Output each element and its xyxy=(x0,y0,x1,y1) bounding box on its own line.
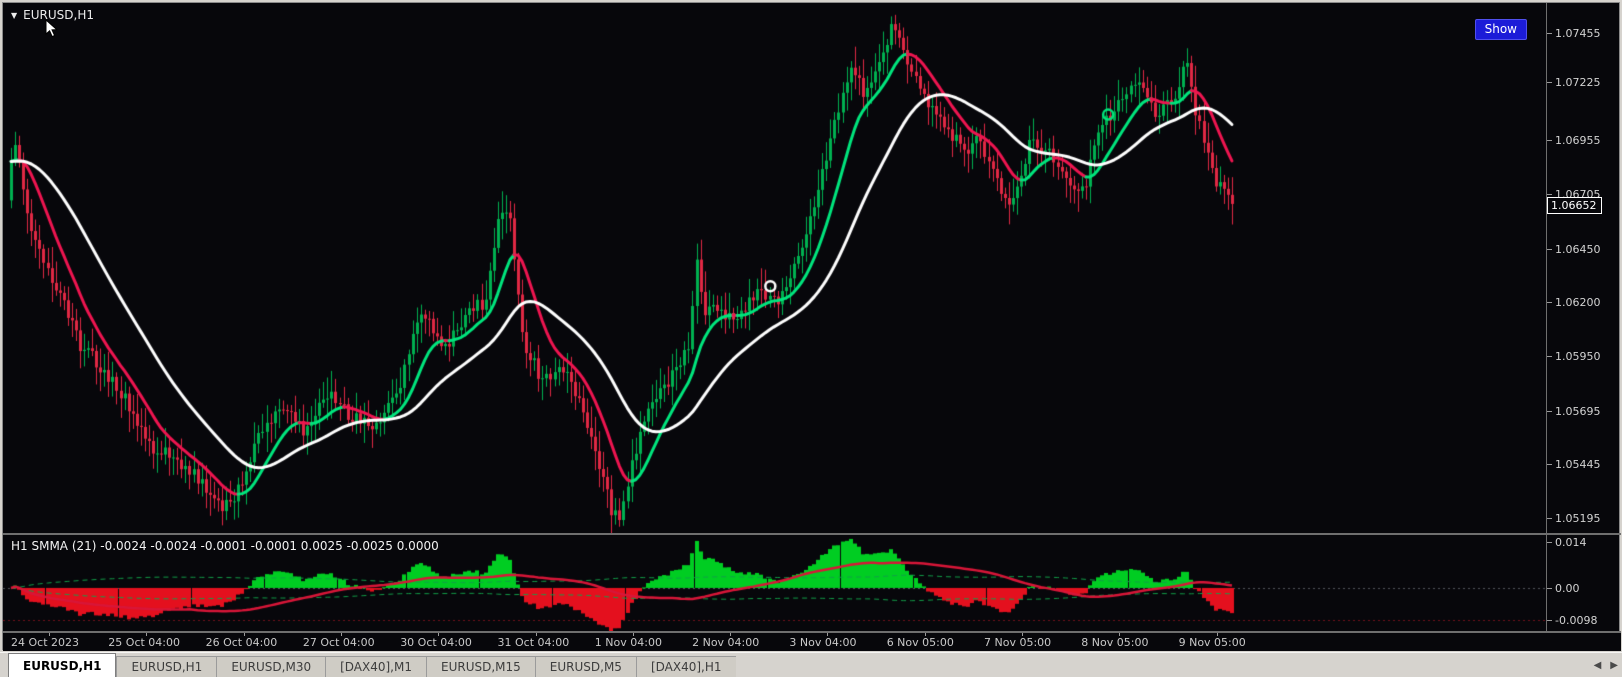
current-price-tag: 1.06652 xyxy=(1547,197,1602,215)
indicator-scale[interactable]: 0.014 0.00 -0.0098 xyxy=(1546,535,1621,631)
indicator-tick: -0.0098 xyxy=(1546,614,1598,628)
price-tick: 1.05695 xyxy=(1547,404,1601,418)
price-tick: 1.06955 xyxy=(1547,134,1601,148)
time-label: 27 Oct 04:00 xyxy=(302,633,375,649)
tab-eurusd-m30[interactable]: EURUSD,M30 xyxy=(216,656,326,677)
time-label: 31 Oct 04:00 xyxy=(497,633,570,649)
time-label: 30 Oct 04:00 xyxy=(400,633,472,649)
time-axis[interactable]: 24 Oct 2023 25 Oct 04:00 26 Oct 04:00 27… xyxy=(3,633,1621,651)
chart-window: ▼ EURUSD,H1 Show 1.07455 1.07225 1.06955… xyxy=(2,2,1621,651)
indicator-label: H1 SMMA (21) -0.0024 -0.0024 -0.0001 -0.… xyxy=(11,539,439,553)
tab-scroll-right-button[interactable]: ▶ xyxy=(1610,660,1618,671)
axis-separator xyxy=(3,631,1621,633)
tab-dax40-m1[interactable]: [DAX40],M1 xyxy=(325,656,426,677)
tab-scroll-left-button[interactable]: ◀ xyxy=(1593,660,1602,671)
price-tick: 1.07455 xyxy=(1547,27,1601,41)
tab-dax40-h1[interactable]: [DAX40],H1 xyxy=(635,656,736,677)
time-label: 7 Nov 05:00 xyxy=(984,633,1052,649)
indicator-canvas[interactable] xyxy=(3,535,1546,631)
price-tick: 1.07225 xyxy=(1547,76,1601,90)
price-tick: 1.05195 xyxy=(1547,512,1601,526)
time-label: 3 Nov 04:00 xyxy=(789,633,857,649)
time-label: 1 Nov 04:00 xyxy=(594,633,662,649)
price-tick: 1.05445 xyxy=(1547,458,1601,472)
tab-eurusd-h1-2[interactable]: EURUSD,H1 xyxy=(116,656,217,677)
time-label: 26 Oct 04:00 xyxy=(205,633,278,649)
symbol-chip: ▼ EURUSD,H1 xyxy=(11,8,94,22)
tab-scroll-buttons: ◀ ▶ xyxy=(1594,660,1618,671)
price-tick: 1.06200 xyxy=(1547,296,1601,310)
indicator-tick: 0.014 xyxy=(1547,535,1587,549)
time-label: 24 Oct 2023 xyxy=(11,633,80,649)
time-label: 2 Nov 04:00 xyxy=(692,633,760,649)
indicator-tick: 0.00 xyxy=(1547,581,1580,595)
tab-eurusd-h1-1[interactable]: EURUSD,H1 xyxy=(8,653,117,677)
chart-tab-bar: EURUSD,H1 EURUSD,H1 EURUSD,M30 [DAX40],M… xyxy=(0,652,1622,677)
show-button[interactable]: Show xyxy=(1474,19,1527,40)
time-label: 8 Nov 05:00 xyxy=(1081,633,1149,649)
pane-resize-handle[interactable] xyxy=(3,533,1621,535)
price-tick: 1.06450 xyxy=(1547,242,1601,256)
time-label: 25 Oct 04:00 xyxy=(108,633,181,649)
price-scale[interactable]: 1.07455 1.07225 1.06955 1.06705 1.06450 … xyxy=(1546,3,1621,533)
time-label: 6 Nov 05:00 xyxy=(886,633,954,649)
price-tick: 1.05950 xyxy=(1547,350,1601,364)
chevron-down-icon[interactable]: ▼ xyxy=(11,10,18,20)
tab-eurusd-m5[interactable]: EURUSD,M5 xyxy=(534,656,636,677)
main-chart-canvas[interactable] xyxy=(3,3,1546,533)
tab-eurusd-m15[interactable]: EURUSD,M15 xyxy=(426,656,535,677)
time-label: 9 Nov 05:00 xyxy=(1178,633,1246,649)
mouse-cursor-icon xyxy=(45,19,58,38)
symbol-timeframe-label: EURUSD,H1 xyxy=(23,8,94,22)
